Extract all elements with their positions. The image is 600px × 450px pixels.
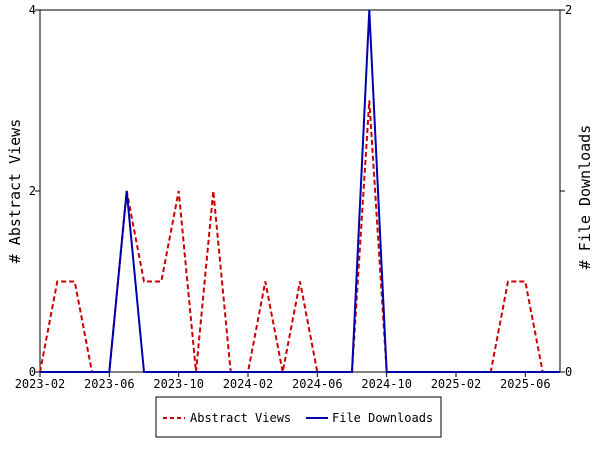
- x-tick-label: 2025-02: [431, 377, 482, 391]
- x-tick-label: 2023-06: [84, 377, 135, 391]
- y-right-tick-label: 2: [565, 3, 572, 17]
- y-axis-right: 02: [560, 3, 572, 379]
- series-line-file-downloads: [40, 9, 560, 373]
- x-tick-label: 2024-10: [361, 377, 412, 391]
- plot-frame: [39, 9, 561, 373]
- plot-area: [39, 9, 561, 373]
- x-tick-label: 2023-10: [153, 377, 204, 391]
- legend: Abstract Views File Downloads: [155, 396, 442, 438]
- x-tick-label: 2024-06: [292, 377, 343, 391]
- y-axis-left: 0 2 4: [29, 3, 40, 379]
- y-left-tick-label: 4: [29, 3, 36, 17]
- y-left-tick-label: 2: [29, 184, 36, 198]
- x-tick-label: 2023-02: [15, 377, 66, 391]
- y-axis-right-title: # File Downloads: [576, 125, 594, 270]
- legend-label-file-downloads: File Downloads: [332, 411, 433, 425]
- legend-box: [155, 396, 442, 438]
- y-right-tick-label: 0: [565, 365, 572, 379]
- x-tick-label: 2025-06: [500, 377, 551, 391]
- x-tick-label: 2024-02: [223, 377, 274, 391]
- y-left-tick-label: 0: [29, 365, 36, 379]
- legend-label-abstract-views: Abstract Views: [190, 411, 291, 425]
- x-axis: 2023-02 2023-06 2023-10 2024-02 2024-06 2024-…: [15, 372, 551, 391]
- series-layer: [39, 9, 560, 373]
- y-axis-left-title: # Abstract Views: [6, 119, 24, 264]
